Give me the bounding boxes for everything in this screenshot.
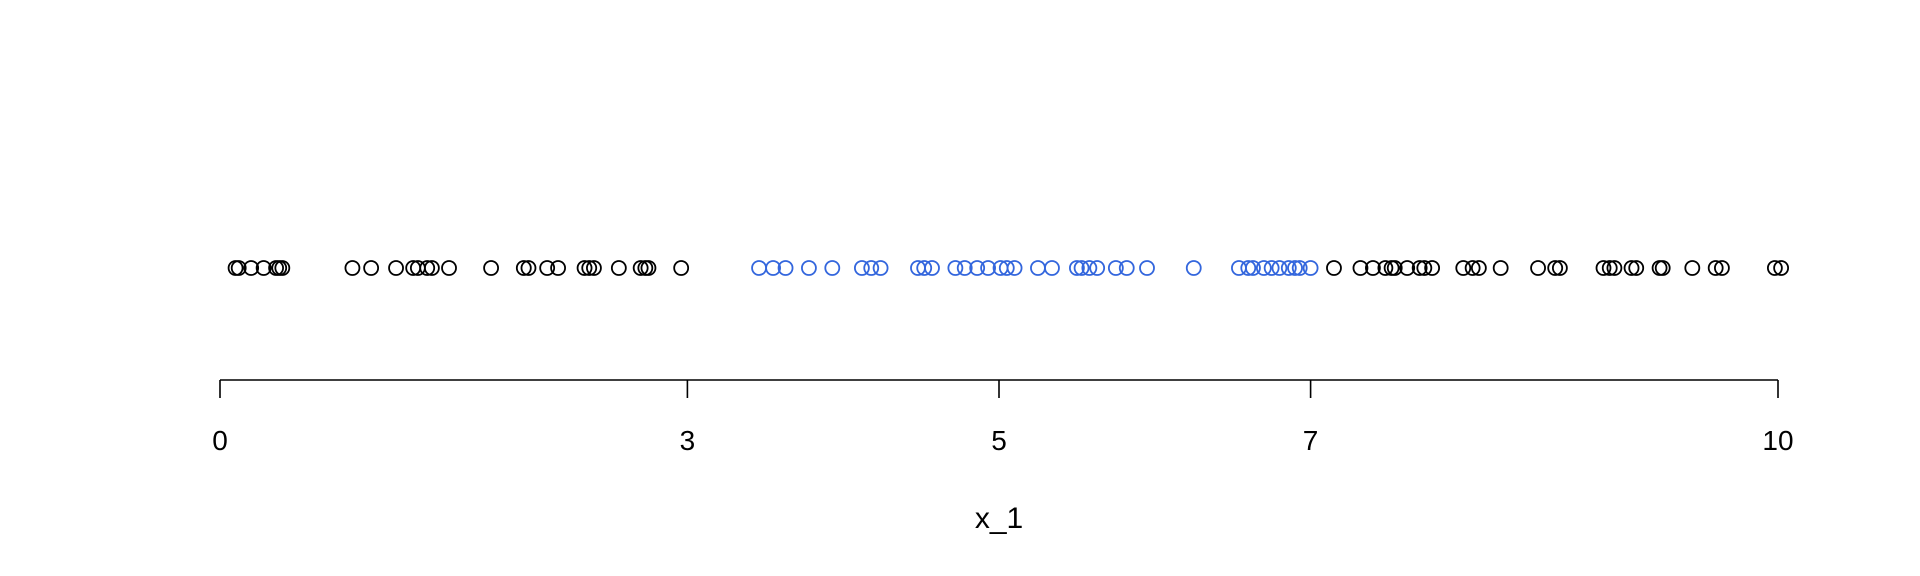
data-point [419,260,436,276]
data-point [924,260,940,276]
data-point [1255,260,1272,276]
data-point [956,260,973,276]
data-point [824,260,841,276]
data-point [1707,260,1724,276]
data-point [227,260,244,276]
data-point [483,260,499,276]
data-point [1606,260,1623,276]
data-point [1628,260,1645,276]
data-point [1470,260,1487,276]
data-point [1547,260,1564,276]
data-point [1551,260,1568,276]
x-axis-tick-label: 3 [680,425,696,456]
data-point [1006,260,1023,276]
data-point [1089,260,1106,276]
x-axis-tick-label: 5 [991,425,1007,456]
data-point [863,260,880,276]
data-point [853,260,870,276]
data-point [1766,260,1783,276]
data-point [980,260,996,276]
data-point [274,260,291,276]
data-point [872,260,889,276]
data-point [255,260,272,276]
data-point [673,260,690,276]
data-point [947,260,964,276]
x-axis-tick-label: 0 [212,425,228,456]
data-point [1684,260,1701,276]
data-point [640,260,657,276]
data-point [1714,260,1730,276]
data-point [576,260,593,276]
data-point [765,260,781,276]
data-point [751,260,767,276]
data-point [1118,260,1135,276]
data-point [1326,260,1342,276]
data-point [1654,260,1671,276]
data-point [1352,260,1369,276]
data-point [1139,260,1155,276]
data-point [1623,260,1640,276]
data-point [801,260,817,276]
data-point [271,260,288,276]
data-point [1044,260,1060,276]
data-point [1081,260,1098,276]
data-point [520,260,537,276]
data-point [1240,260,1257,276]
data-point [1399,260,1416,276]
data-point [243,260,260,276]
data-point [1595,260,1612,276]
data-point [916,260,933,276]
data-point [1365,260,1381,276]
data-point [388,260,404,276]
data-point [1455,260,1472,276]
data-point [1291,260,1308,276]
data-point [1030,260,1046,276]
data-point [1416,260,1433,276]
data-point [1302,260,1319,276]
data-point [998,260,1015,276]
data-point [230,260,247,276]
data-point [1464,260,1481,276]
data-point [363,260,380,276]
data-point [1530,260,1546,276]
data-point [550,260,566,276]
data-point [1271,260,1288,276]
data-point [1069,260,1085,276]
data-point [1411,260,1428,276]
data-point [1287,260,1303,276]
x-axis: 0 3 5 7 10 [212,379,1794,456]
data-point [1377,260,1394,276]
data-point [423,260,440,276]
x-axis-title: x_1 [975,502,1023,535]
data-point [344,260,361,276]
data-point [581,260,598,276]
data-point [777,260,794,276]
data-point [1386,260,1403,276]
x-axis-tick-label: 7 [1303,425,1319,456]
data-point [1492,260,1509,276]
data-point [1651,260,1668,276]
data-point [1424,260,1441,276]
x-axis-tick-label: 10 [1762,425,1793,456]
points-layer [227,260,1790,276]
data-point [1601,260,1618,276]
data-point [441,260,457,276]
data-point [632,260,649,276]
data-point [610,260,627,276]
data-point [1773,260,1790,276]
data-point [1245,260,1261,276]
data-point [515,260,532,276]
data-point [1280,260,1297,276]
data-point [539,260,556,276]
data-point [1263,260,1280,276]
data-point [1073,260,1090,276]
data-point [1107,260,1124,276]
data-point [586,260,602,276]
data-point [1185,260,1202,276]
data-point [969,260,986,276]
